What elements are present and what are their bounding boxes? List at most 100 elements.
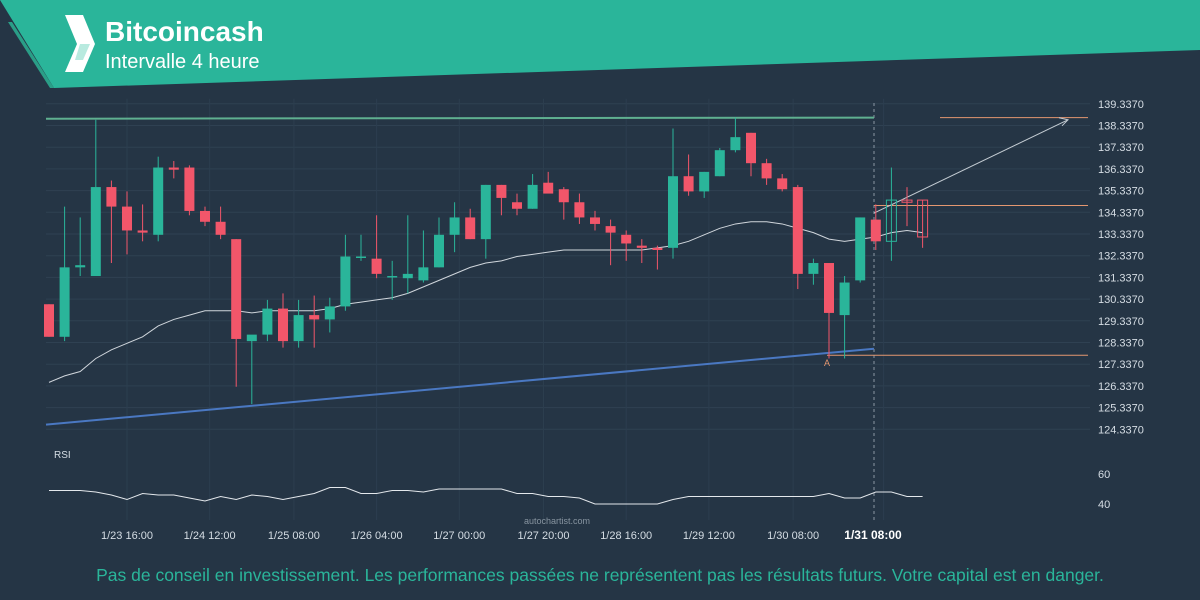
candle-body — [231, 239, 242, 339]
forecast-arrow — [873, 119, 1069, 214]
rsi-tick-label: 60 — [1098, 469, 1110, 481]
candle — [480, 184, 491, 259]
candle — [496, 184, 507, 216]
candle-body — [761, 163, 772, 179]
candle-body — [777, 178, 788, 190]
y-tick-label: 127.3370 — [1098, 359, 1144, 371]
candle-body — [278, 308, 288, 342]
candle — [418, 230, 429, 283]
header-background — [0, 0, 1200, 88]
candle-body — [605, 226, 616, 233]
candle-body — [418, 267, 429, 281]
candle — [652, 245, 663, 270]
candle — [215, 206, 226, 240]
rsi-line — [49, 487, 923, 505]
candle — [746, 132, 756, 177]
candle-body — [434, 234, 444, 268]
candle-body — [714, 150, 725, 177]
candle — [371, 215, 382, 279]
candle-body — [168, 167, 179, 170]
candle-body — [309, 315, 320, 320]
candle — [636, 239, 647, 264]
candle-body — [901, 199, 913, 203]
y-tick-label: 133.3370 — [1098, 229, 1144, 241]
candle-body — [90, 187, 101, 277]
candle — [590, 210, 600, 231]
candle — [184, 165, 195, 216]
candle-body — [184, 167, 195, 211]
candle-body — [387, 276, 398, 278]
x-tick-label: 1/27 20:00 — [518, 530, 570, 542]
candle-body — [574, 202, 585, 218]
candle-body — [652, 247, 663, 250]
candle-body — [293, 315, 304, 342]
candle — [465, 208, 476, 240]
candle — [106, 180, 117, 264]
y-tick-label: 124.3370 — [1098, 424, 1144, 436]
candle — [683, 154, 694, 196]
candle-body — [215, 221, 226, 235]
candle-body — [356, 256, 366, 259]
disclaimer-text: Pas de conseil en investissement. Les pe… — [96, 565, 1104, 585]
x-tick-label: 1/25 08:00 — [268, 530, 320, 542]
candle — [122, 191, 132, 255]
candle-body — [699, 171, 710, 192]
forecast-arrowhead — [1058, 117, 1069, 127]
x-axis-labels: 1/23 16:00 1/24 12:00 1/25 08:00 1/26 04:00… — [101, 528, 902, 542]
candle — [855, 217, 866, 283]
x-tick-label: 1/29 12:00 — [683, 530, 735, 542]
y-tick-label: 135.3370 — [1098, 186, 1144, 198]
x-tick-label: 1/24 12:00 — [184, 530, 236, 542]
candle — [387, 260, 398, 300]
candle — [699, 171, 710, 198]
candle — [668, 128, 678, 259]
candle-body — [855, 217, 866, 281]
y-tick-label: 132.3370 — [1098, 251, 1144, 263]
candle — [839, 276, 850, 359]
candle — [777, 174, 788, 192]
y-tick-label: 136.3370 — [1098, 164, 1144, 176]
candle-body — [668, 176, 678, 248]
candle-body — [512, 202, 522, 209]
candle — [340, 234, 351, 311]
candle-body — [590, 217, 600, 224]
grid-lines — [46, 98, 1090, 520]
candle-body — [402, 273, 413, 279]
candle — [44, 304, 54, 337]
y-tick-label: 129.3370 — [1098, 316, 1144, 328]
candle — [309, 295, 320, 348]
candle — [558, 187, 569, 220]
candle-body — [137, 230, 148, 233]
candle — [324, 297, 335, 333]
y-tick-label: 134.3370 — [1098, 207, 1144, 219]
y-tick-label: 131.3370 — [1098, 272, 1144, 284]
candle — [621, 230, 632, 261]
candle-body — [122, 206, 132, 231]
candle-body — [621, 234, 632, 244]
rsi-label: RSI — [54, 450, 71, 461]
candle — [761, 158, 772, 185]
x-tick-label: 1/26 04:00 — [351, 530, 403, 542]
interval-subtitle: Intervalle 4 heure — [105, 51, 260, 73]
candle — [714, 148, 725, 177]
candle-body — [480, 184, 491, 240]
candle — [137, 204, 148, 242]
candle-body — [465, 217, 476, 240]
candle — [90, 119, 101, 277]
price-chart: A 139.3370 138.3370 137.3370 136.3370 135.337… — [44, 98, 1144, 542]
candle-body — [153, 167, 164, 235]
candle-body — [262, 308, 273, 335]
candle — [885, 167, 897, 261]
candle-body — [746, 132, 756, 164]
resistance-trendline — [45, 116, 875, 120]
candle — [792, 184, 803, 290]
candle-body — [106, 187, 117, 207]
candle — [75, 217, 86, 277]
candle — [434, 217, 444, 268]
candle — [200, 206, 210, 227]
logo-icon — [65, 15, 95, 72]
candle-body — [246, 334, 257, 342]
candle — [168, 161, 179, 179]
candle-body — [543, 182, 554, 194]
candle — [917, 199, 929, 248]
